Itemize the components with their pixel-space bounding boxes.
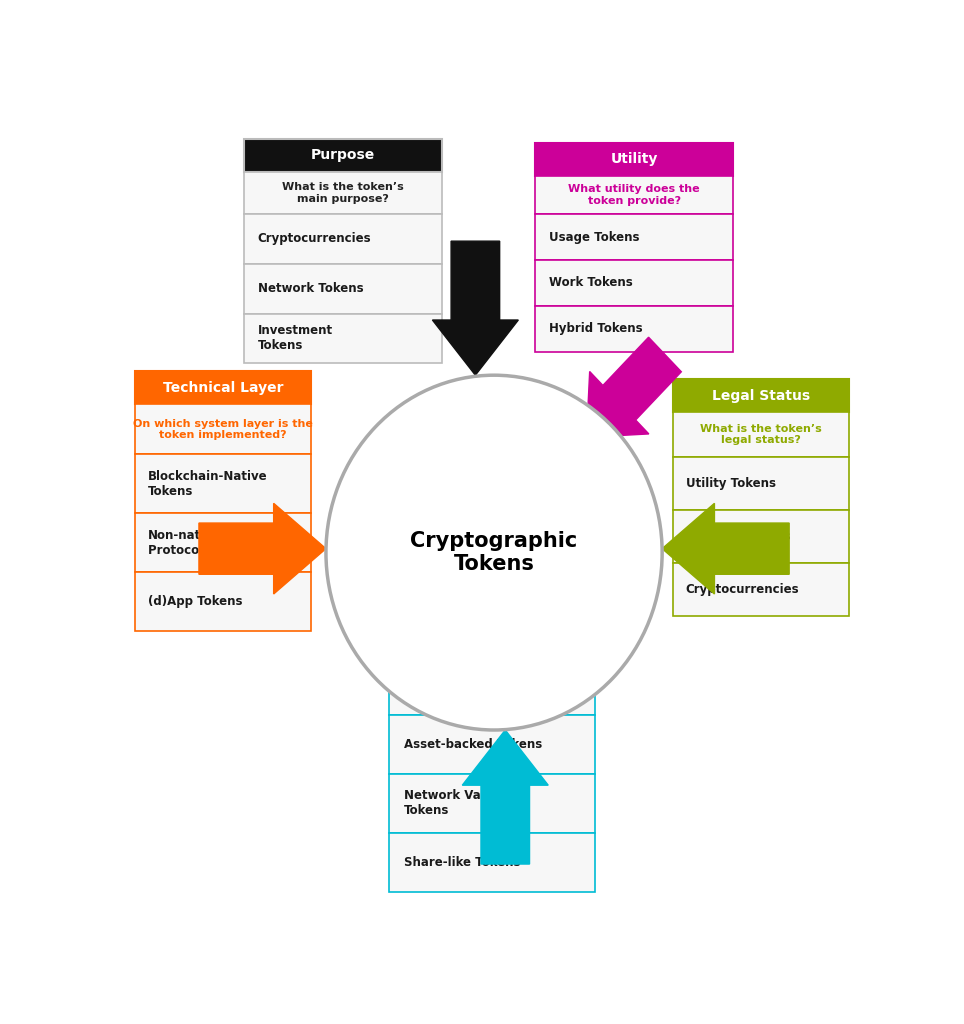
Text: Non-native
Protocol Tokens: Non-native Protocol Tokens bbox=[147, 528, 253, 557]
FancyArrow shape bbox=[662, 504, 790, 594]
Bar bbox=[135, 513, 311, 572]
Text: Work Tokens: Work Tokens bbox=[549, 276, 632, 290]
Text: Purpose: Purpose bbox=[310, 148, 375, 162]
Bar bbox=[673, 413, 849, 457]
Text: Cryptographic
Tokens: Cryptographic Tokens bbox=[411, 531, 577, 574]
Bar bbox=[535, 214, 733, 260]
Bar bbox=[535, 260, 733, 306]
Text: Blockchain-Native
Tokens: Blockchain-Native Tokens bbox=[147, 470, 267, 498]
Text: Network Tokens: Network Tokens bbox=[257, 283, 363, 295]
Circle shape bbox=[326, 375, 662, 730]
Bar bbox=[389, 833, 595, 892]
Text: Share-like Tokens: Share-like Tokens bbox=[404, 856, 521, 868]
Bar bbox=[535, 306, 733, 351]
Bar bbox=[244, 313, 442, 364]
Bar bbox=[135, 404, 311, 455]
Text: What is the token’s
main purpose?: What is the token’s main purpose? bbox=[281, 182, 404, 204]
FancyArrow shape bbox=[463, 730, 549, 864]
Text: Hybrid Tokens: Hybrid Tokens bbox=[549, 323, 643, 335]
Text: What is the token’s
legal status?: What is the token’s legal status? bbox=[700, 424, 822, 445]
Bar bbox=[389, 632, 595, 665]
Text: Network Value
Tokens: Network Value Tokens bbox=[404, 790, 501, 817]
FancyArrow shape bbox=[586, 337, 682, 437]
Text: Legal Status: Legal Status bbox=[712, 389, 810, 402]
Bar bbox=[535, 176, 733, 214]
Text: (d)App Tokens: (d)App Tokens bbox=[147, 595, 242, 608]
Text: Utility: Utility bbox=[610, 153, 657, 166]
Text: On which system layer is the
token implemented?: On which system layer is the token imple… bbox=[133, 419, 313, 440]
Text: What utility does the
token provide?: What utility does the token provide? bbox=[569, 184, 700, 206]
Text: Usage Tokens: Usage Tokens bbox=[549, 230, 639, 244]
Text: Investment
Tokens: Investment Tokens bbox=[257, 325, 333, 352]
Bar bbox=[135, 455, 311, 513]
Text: Utility Tokens: Utility Tokens bbox=[685, 477, 776, 489]
Bar bbox=[244, 214, 442, 264]
Text: Asset-backed Tokens: Asset-backed Tokens bbox=[404, 737, 542, 751]
Text: Technical Layer: Technical Layer bbox=[163, 381, 283, 395]
Bar bbox=[244, 138, 442, 172]
Bar bbox=[389, 773, 595, 833]
Bar bbox=[389, 665, 595, 715]
Text: Cryptocurrencies: Cryptocurrencies bbox=[257, 232, 371, 246]
FancyArrow shape bbox=[199, 504, 326, 594]
Bar bbox=[673, 457, 849, 510]
Bar bbox=[244, 264, 442, 313]
Text: Cryptocurrencies: Cryptocurrencies bbox=[685, 583, 799, 596]
Text: Where does the token
derive its value from?: Where does the token derive its value fr… bbox=[423, 679, 561, 700]
Bar bbox=[673, 379, 849, 413]
Text: Security Tokens: Security Tokens bbox=[685, 529, 790, 543]
Bar bbox=[673, 563, 849, 615]
Bar bbox=[535, 142, 733, 176]
FancyArrow shape bbox=[433, 241, 519, 375]
Bar bbox=[135, 372, 311, 404]
Text: Underlying Value: Underlying Value bbox=[425, 641, 559, 655]
Bar bbox=[673, 510, 849, 563]
Bar bbox=[389, 715, 595, 773]
Bar bbox=[244, 172, 442, 214]
Bar bbox=[135, 572, 311, 632]
